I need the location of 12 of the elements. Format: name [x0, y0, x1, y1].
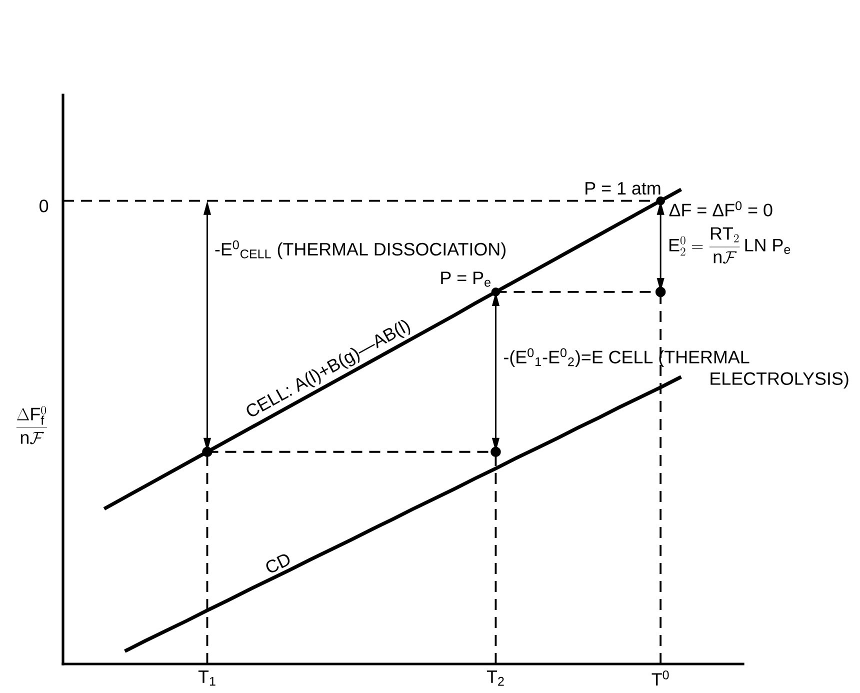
annotation: -E$^{0}$$_{CELL}$ (THERMAL DISSOCIATION): [215, 240, 506, 260]
annotation: P = P$_{e}$: [441, 272, 490, 287]
annotation: -(E$^{0}$$_{1}$-E$^{0}$$_{2}$)=E CELL (THERMAL ELECTROLYSIS): [504, 348, 848, 389]
text: 0: [40, 200, 48, 212]
x-tick-label: T$_{1}$: [198, 670, 216, 686]
text: CD: [266, 554, 290, 572]
annotation: ΔF = ΔF$^{0}$ = 0: [669, 201, 772, 216]
annotation: P = 1 atm: [586, 182, 660, 195]
x-tick-label: T$^{0}$: [652, 670, 669, 686]
y-axis-title: $\frac{\Delta \mathrm{F}_{\mathrm{f}}^{0}}{\mathrm{n}\mathcal{F}}$: [16, 406, 48, 444]
annotation: $\mathrm{E}_{2}^{0}=\frac{\mathrm{RT}_{2}}{\mathrm{n}\mathcal{F}}\,\mathrm{LN}\ \mathrm{P}_{\mathrm{e}}$: [670, 227, 790, 264]
x-tick-label: T$_{2}$: [486, 670, 504, 686]
